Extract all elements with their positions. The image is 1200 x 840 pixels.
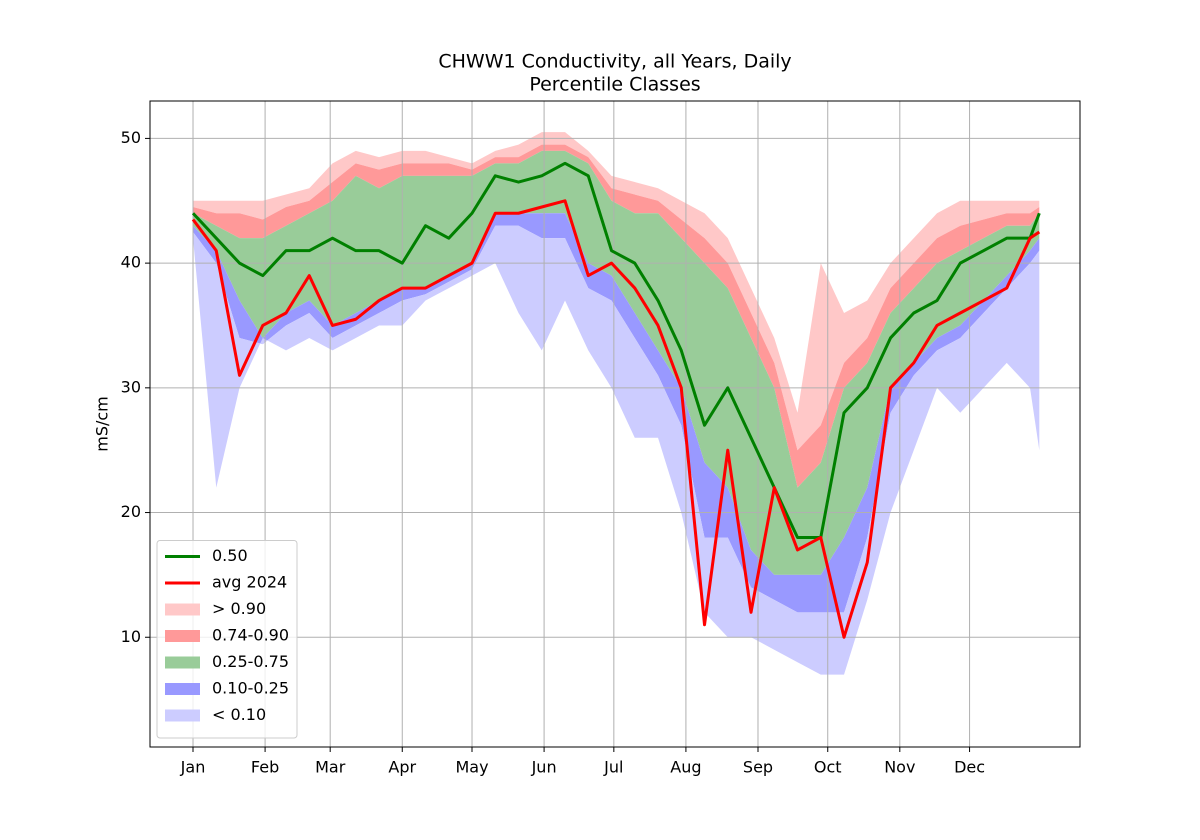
x-tick-label: Apr	[388, 758, 416, 777]
legend-label: 0.25-0.75	[212, 652, 289, 671]
legend-swatch	[165, 683, 200, 695]
x-tick-label: Mar	[315, 758, 346, 777]
y-axis-label: mS/cm	[93, 396, 112, 452]
legend-label: 0.50	[212, 546, 248, 565]
x-tick-label: Jan	[180, 758, 206, 777]
legend-label: avg 2024	[212, 573, 287, 592]
x-tick-label: Aug	[670, 758, 701, 777]
x-tick-label: Jun	[531, 758, 557, 777]
x-tick-label: Dec	[954, 758, 985, 777]
legend-label: < 0.10	[212, 705, 266, 724]
y-tick-label: 20	[121, 502, 141, 521]
legend-label: 0.10-0.25	[212, 679, 289, 698]
chart-subtitle: Percentile Classes	[529, 74, 700, 96]
y-tick-label: 40	[121, 253, 141, 272]
x-tick-label: Feb	[251, 758, 279, 777]
y-tick-label: 10	[121, 627, 141, 646]
y-tick-label: 50	[121, 128, 141, 147]
legend-label: 0.74-0.90	[212, 626, 289, 645]
legend-swatch	[165, 709, 200, 722]
y-tick-label: 30	[121, 377, 141, 396]
legend-swatch	[165, 630, 200, 642]
data-line	[191, 161, 1041, 539]
x-tick-label: Jul	[603, 758, 623, 777]
legend-label: > 0.90	[212, 599, 266, 618]
x-tick-label: May	[455, 758, 488, 777]
chart-title: CHWW1 Conductivity, all Years, Daily	[438, 51, 791, 73]
legend-swatch	[165, 656, 200, 669]
data-line	[191, 199, 1041, 639]
legend-swatch	[165, 603, 200, 616]
plot-frame	[149, 100, 1081, 748]
x-tick-label: Oct	[814, 758, 842, 777]
percentile-band	[193, 213, 1040, 613]
percentile-band	[193, 225, 1040, 675]
x-tick-label: Sep	[743, 758, 773, 777]
x-tick-label: Nov	[884, 758, 915, 777]
